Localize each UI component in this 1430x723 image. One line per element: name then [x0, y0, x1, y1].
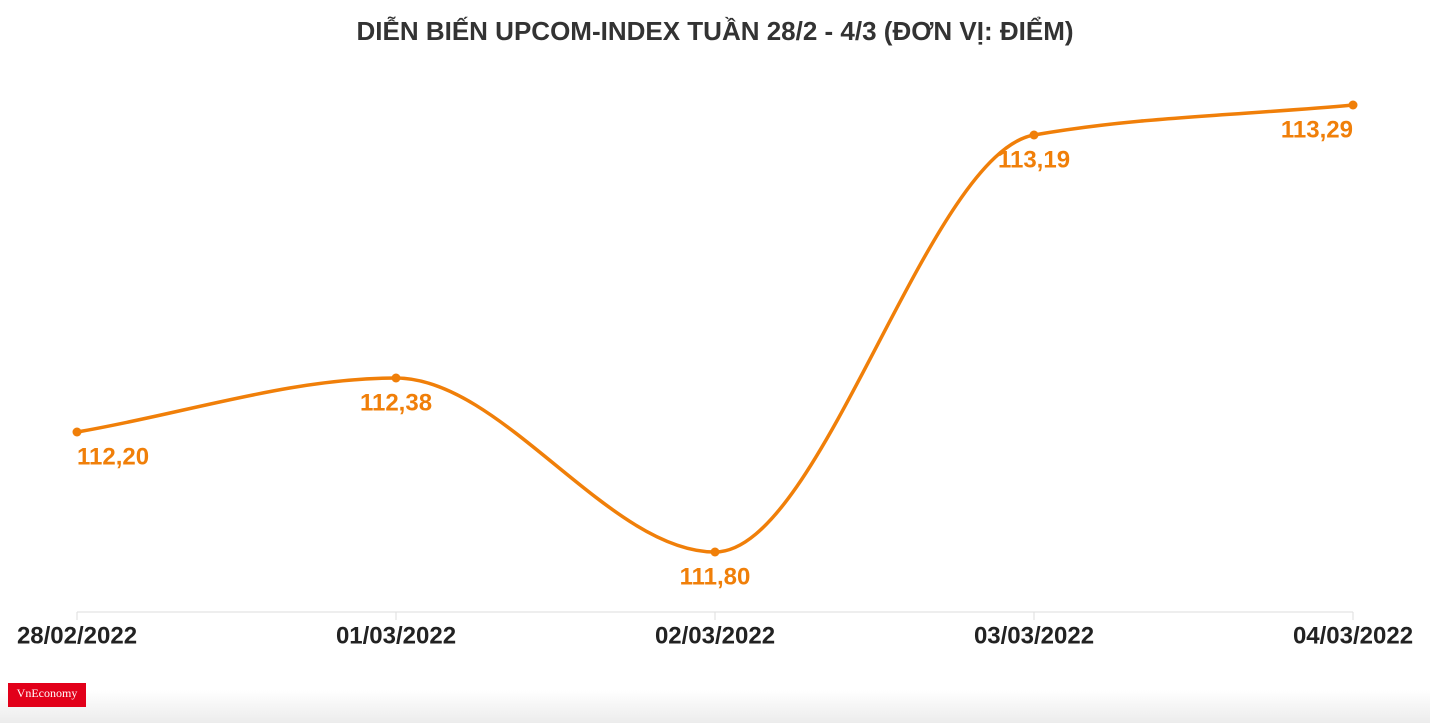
footer-band — [0, 690, 1430, 723]
point — [710, 547, 720, 557]
x-tick-label: 04/03/2022 — [1293, 622, 1413, 649]
value-label: 113,29 — [1281, 116, 1353, 143]
x-tick-label: 01/03/2022 — [336, 622, 456, 649]
point — [72, 427, 82, 437]
point — [1029, 130, 1039, 140]
logo-box — [8, 683, 86, 707]
value-label: 112,20 — [77, 443, 149, 470]
x-tick-label: 28/02/2022 — [17, 622, 137, 649]
value-label: 113,19 — [998, 146, 1070, 173]
point — [391, 373, 401, 383]
x-tick-label: 02/03/2022 — [655, 622, 775, 649]
point — [1348, 100, 1358, 110]
value-label: 112,38 — [360, 389, 432, 416]
chart-title: DIỄN BIẾN UPCOM-INDEX TUẦN 28/2 - 4/3 (Đ… — [356, 16, 1073, 46]
logo: VnEconomy — [17, 686, 78, 700]
value-label: 111,80 — [680, 563, 751, 590]
line — [76, 103, 1354, 554]
x-tick-label: 03/03/2022 — [974, 622, 1094, 649]
